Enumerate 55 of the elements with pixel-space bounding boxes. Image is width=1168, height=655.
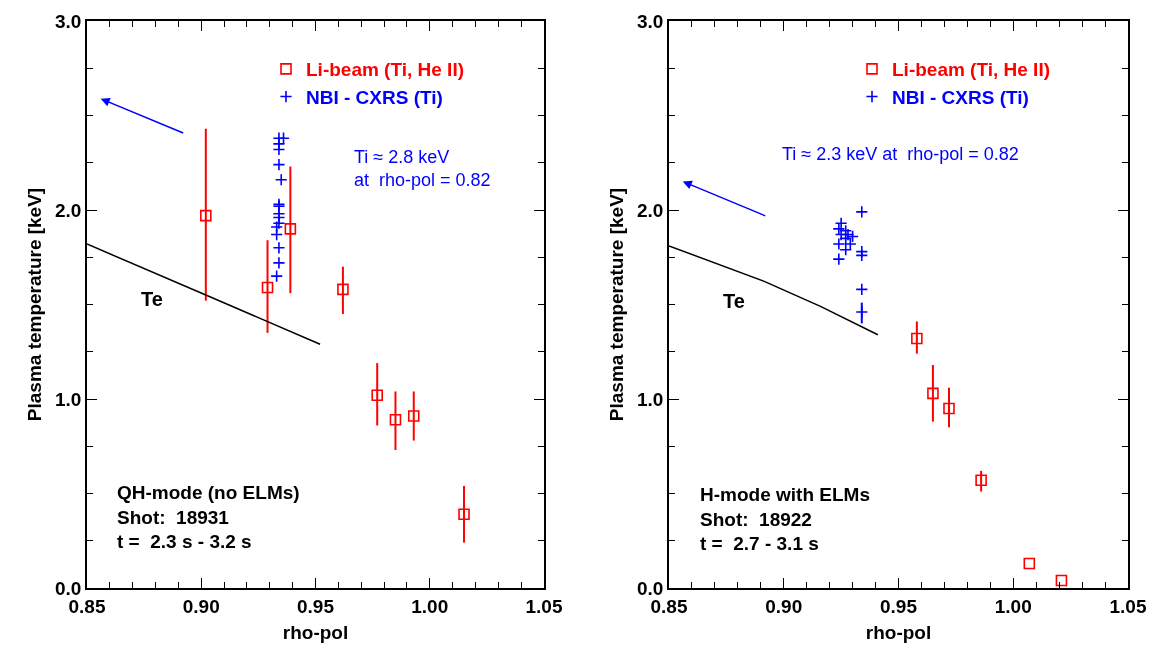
point [911,332,923,345]
point [274,173,288,187]
legend-label: NBI - CXRS (Ti) [892,86,1029,108]
point [272,216,286,230]
legend-label: Li-beam (Ti, He II) [306,59,465,81]
y-tick-label: 1.0 [55,388,82,410]
y-tick-label: 1.0 [637,388,664,410]
x-tick-label: 0.90 [765,595,803,617]
point [927,387,939,400]
y-axis-title: Plasma temperature [keV] [606,187,628,422]
point [200,209,212,222]
series-label: Te [723,290,745,312]
point [832,252,846,266]
x-tick-label: 1.00 [994,595,1032,617]
point [272,143,286,156]
legend-label: NBI - CXRS (Ti) [306,86,443,108]
point [1055,574,1068,587]
y-tick-label: 2.0 [55,199,82,221]
x-tick-label: 1.05 [525,595,563,617]
point [277,131,290,145]
point [389,413,402,426]
point [458,508,470,521]
point [337,283,349,296]
x-axis-title: rho-pol [865,621,932,643]
annotation: H-mode with ELMs Shot: 18922 t = 2.7 - 3.1 s [700,484,870,555]
y-axis-title: Plasma temperature [keV] [24,187,46,422]
point [261,281,274,294]
y-tick-label: 3.0 [55,10,82,32]
x-tick-label: 1.00 [411,595,449,617]
point [284,223,297,235]
point [855,205,869,219]
point [855,248,869,262]
point [272,241,286,255]
point [371,389,383,402]
annotation: QH-mode (no ELMs) Shot: 18931 t = 2.3 s - 3.2 s [117,482,300,553]
x-axis-title: rho-pol [282,621,349,643]
point [407,410,420,422]
y-tick-label: 3.0 [637,10,664,32]
series-label: Te [141,288,163,310]
x-tick-label: 0.90 [182,595,220,617]
point [1023,557,1036,570]
point [272,256,286,270]
point [270,228,284,241]
x-tick-label: 0.95 [880,595,918,617]
x-tick-label: 0.95 [297,595,335,617]
y-tick-label: 2.0 [637,199,664,221]
point [270,269,284,283]
annotation: Ti ≈ 2.3 keV at rho-pol = 0.82 [782,144,1019,164]
point [975,474,987,487]
point [855,282,869,296]
point [272,158,286,172]
legend-label: Li-beam (Ti, He II) [892,59,1051,81]
point [943,402,955,415]
annotation: Ti ≈ 2.8 keV at rho-pol = 0.82 [354,147,491,191]
x-tick-label: 1.05 [1109,595,1147,617]
